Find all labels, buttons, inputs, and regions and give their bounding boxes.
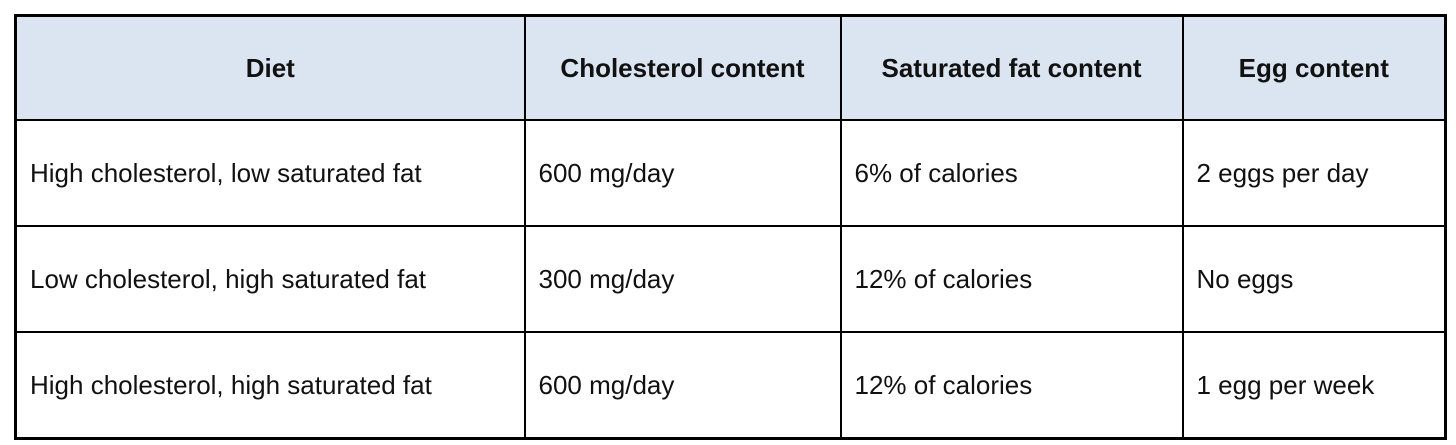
header-cell-cholesterol: Cholesterol content [523,14,842,121]
cell-eggs: 2 eggs per day [1181,119,1447,227]
cell-cholesterol: 600 mg/day [523,119,842,227]
table-header: Diet Cholesterol content Saturated fat c… [14,14,1447,121]
table-row: High cholesterol, low saturated fat 600 … [14,119,1447,227]
cell-eggs: 1 egg per week [1181,331,1447,440]
cell-saturated-fat: 12% of calories [839,331,1184,440]
table-row: High cholesterol, high saturated fat 600… [14,331,1447,440]
cell-saturated-fat: 6% of calories [839,119,1184,227]
header-row: Diet Cholesterol content Saturated fat c… [14,14,1447,121]
header-cell-egg: Egg content [1181,14,1447,121]
diet-comparison-table: Diet Cholesterol content Saturated fat c… [14,14,1447,440]
cell-diet: High cholesterol, low saturated fat [14,119,526,227]
header-cell-saturated-fat: Saturated fat content [839,14,1184,121]
cell-diet: Low cholesterol, high saturated fat [14,225,526,333]
cell-cholesterol: 300 mg/day [523,225,842,333]
table-row: Low cholesterol, high saturated fat 300 … [14,225,1447,333]
cell-saturated-fat: 12% of calories [839,225,1184,333]
cell-diet: High cholesterol, high saturated fat [14,331,526,440]
cell-cholesterol: 600 mg/day [523,331,842,440]
table-body: High cholesterol, low saturated fat 600 … [14,119,1447,440]
header-cell-diet: Diet [14,14,526,121]
cell-eggs: No eggs [1181,225,1447,333]
